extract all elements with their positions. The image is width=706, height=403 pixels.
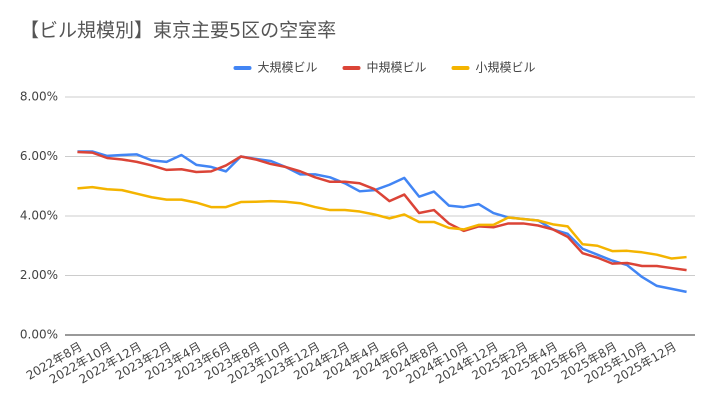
y-tick-label: 2.00% [20, 268, 58, 282]
legend-label: 小規模ビル [476, 60, 536, 75]
legend-label: 大規模ビル [258, 60, 318, 75]
y-tick-label: 4.00% [20, 209, 58, 223]
series-line [77, 150, 687, 294]
y-tick-label: 6.00% [20, 149, 58, 163]
chart-title: 【ビル規模別】東京主要5区の空室率 [20, 20, 336, 42]
series-line [77, 150, 687, 272]
legend: 大規模ビル 中規模ビル 小規模ビル [233, 60, 536, 75]
y-tick-label: 0.00% [20, 328, 58, 342]
y-tick-label: 8.00% [20, 90, 58, 104]
legend-label: 中規模ビル [367, 60, 427, 75]
series-line [77, 185, 687, 260]
